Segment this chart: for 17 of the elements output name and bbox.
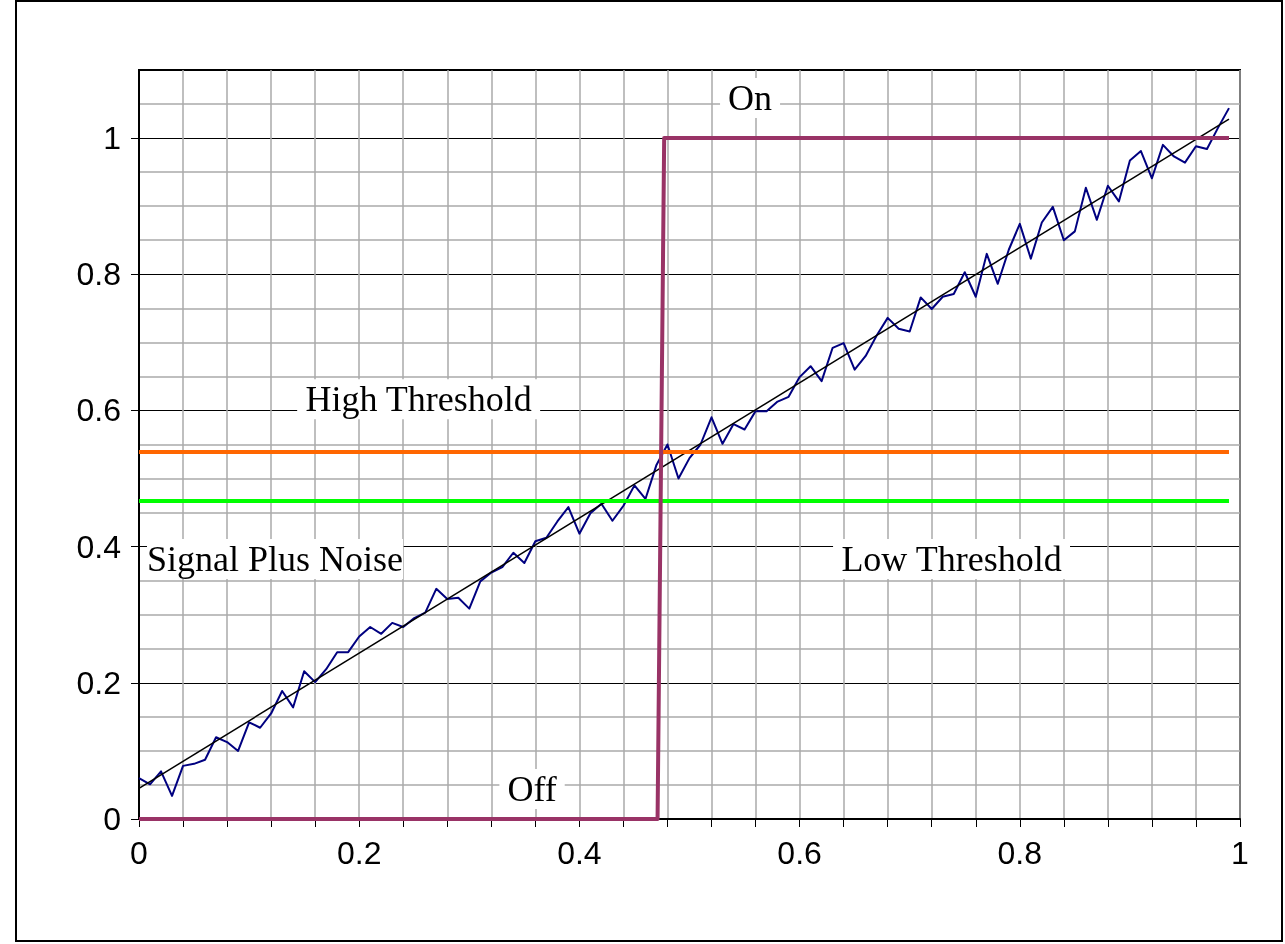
annotation: High Threshold xyxy=(305,379,532,420)
y-tick-label: 0.4 xyxy=(76,528,121,565)
x-tick-label: 1 xyxy=(1231,835,1249,871)
annotation: Low Threshold xyxy=(841,539,1062,580)
x-tick-label: 0.4 xyxy=(557,835,602,871)
y-tick-label: 0.2 xyxy=(76,664,121,701)
annotation: Off xyxy=(507,769,557,809)
y-tick-label: 0.8 xyxy=(76,256,121,293)
y-tick-label: 0.6 xyxy=(76,392,121,429)
x-tick-label: 0.8 xyxy=(997,835,1043,871)
x-tick-label: 0 xyxy=(130,835,148,871)
annotation: On xyxy=(728,78,773,119)
y-tick-label: 0 xyxy=(103,801,121,837)
y-tick-label: 1 xyxy=(103,120,121,157)
x-tick-label: 0.6 xyxy=(777,835,822,871)
series-label: Signal Plus Noise xyxy=(147,539,404,580)
x-tick-label: 0.2 xyxy=(336,835,382,871)
